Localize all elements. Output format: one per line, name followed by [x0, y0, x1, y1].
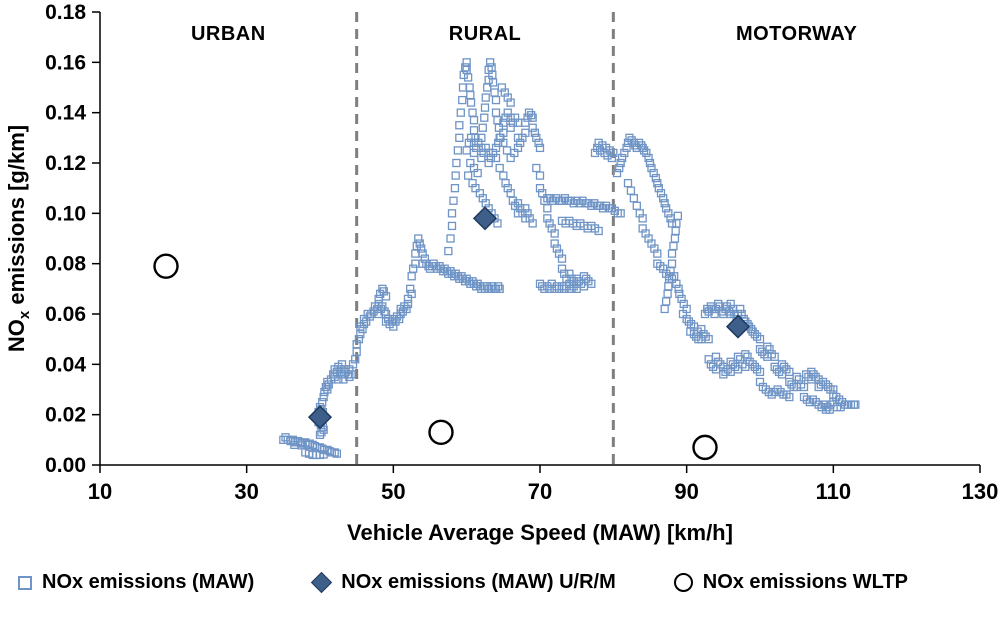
- y-axis-title: NOx emissions [g/km]: [4, 125, 33, 352]
- series-urm-points: [307, 206, 751, 430]
- open-circle-marker-icon: [673, 573, 693, 592]
- y-tick-label: 0.02: [45, 404, 86, 427]
- chart-legend: NOx emissions (MAW) NOx emissions (MAW) …: [0, 555, 1000, 594]
- x-axis-title: Vehicle Average Speed (MAW) [km/h]: [347, 520, 733, 545]
- y-tick-label: 0.04: [45, 353, 86, 376]
- x-tick-label: 10: [88, 479, 112, 504]
- filled-diamond-marker-icon: [311, 571, 333, 594]
- y-tick-label: 0.18: [45, 1, 86, 24]
- region-label-urban: URBAN: [191, 23, 266, 45]
- legend-item-urm: NOx emissions (MAW) U/R/M: [311, 571, 616, 594]
- x-tick-label: 50: [381, 479, 405, 504]
- legend-item-wltp: NOx emissions WLTP: [673, 571, 908, 594]
- region-dividers: URBAN RURAL MOTORWAY: [191, 12, 858, 465]
- legend-label-wltp: NOx emissions WLTP: [702, 571, 908, 593]
- x-tick-label: 110: [816, 479, 852, 504]
- y-tick-label: 0.08: [45, 253, 86, 276]
- open-square-marker-icon: [18, 575, 32, 590]
- y-tick-label: 0.14: [45, 102, 86, 125]
- region-label-motorway: MOTORWAY: [736, 23, 858, 45]
- y-tick-label: 0.06: [45, 303, 86, 326]
- axes: 10 30 50 70 90 110 130 0.00 0.02 0.04 0.06 0.08 0.10…: [45, 1, 998, 504]
- legend-label-maw: NOx emissions (MAW): [42, 571, 255, 593]
- nox-scatter-plot: 10 30 50 70 90 110 130 0.00 0.02 0.04 0.06 0.08 0.10…: [4, 1, 998, 545]
- x-tick-label: 130: [962, 479, 999, 504]
- region-label-rural: RURAL: [449, 23, 522, 45]
- series-maw-points: [279, 58, 860, 460]
- y-tick-label: 0.00: [45, 454, 86, 477]
- legend-item-maw: NOx emissions (MAW): [18, 571, 254, 594]
- legend-label-urm: NOx emissions (MAW) U/R/M: [341, 571, 616, 593]
- x-tick-label: 30: [234, 479, 258, 504]
- series-wltp-points: [153, 253, 718, 461]
- y-tick-label: 0.16: [45, 51, 86, 74]
- y-tick-label: 0.10: [45, 202, 86, 225]
- x-tick-label: 70: [528, 479, 552, 504]
- x-tick-label: 90: [674, 479, 698, 504]
- y-tick-label: 0.12: [45, 152, 86, 175]
